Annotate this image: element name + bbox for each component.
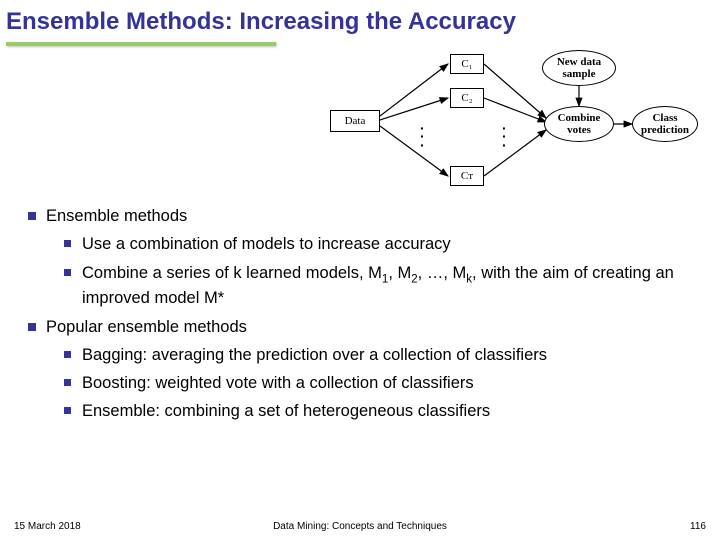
bullet-text: Popular ensemble methods	[46, 318, 247, 336]
diagram-c1-box: C₁	[450, 54, 484, 74]
title-underline	[6, 42, 276, 46]
bullet-icon	[28, 323, 36, 331]
bullet-text: Combine a series of k learned models, M1…	[82, 264, 674, 308]
bullet-ensemble-methods: Ensemble methods	[20, 205, 700, 227]
bullet-ensemble: Ensemble: combining a set of heterogeneo…	[20, 400, 700, 422]
diagram-dots-right: ···	[502, 124, 507, 149]
footer: 15 March 2018 Data Mining: Concepts and …	[0, 521, 720, 532]
bullet-boosting: Boosting: weighted vote with a collectio…	[20, 372, 700, 394]
content-area: Ensemble methods Use a combination of mo…	[20, 205, 700, 429]
bullet-text: Boosting: weighted vote with a collectio…	[82, 374, 474, 392]
slide-title: Ensemble Methods: Increasing the Accurac…	[0, 0, 720, 36]
bullet-text: Ensemble: combining a set of heterogeneo…	[82, 402, 490, 420]
bullet-icon	[28, 212, 36, 220]
bullet-icon	[64, 351, 71, 358]
bullet-icon	[64, 269, 71, 276]
bullet-icon	[64, 379, 71, 386]
diagram-prediction-oval: Class prediction	[632, 106, 698, 142]
bullet-text: Use a combination of models to increase …	[82, 235, 451, 253]
diagram-data-box: Data	[330, 110, 380, 132]
footer-center: Data Mining: Concepts and Techniques	[273, 521, 447, 532]
bullet-text: Bagging: averaging the prediction over a…	[82, 346, 547, 364]
footer-date: 15 March 2018	[14, 521, 81, 532]
diagram-new-sample-oval: New data sample	[542, 50, 616, 86]
bullet-icon	[64, 240, 71, 247]
diagram-dots-left: ···	[420, 124, 425, 149]
diagram-combine-oval: Combine votes	[544, 106, 614, 142]
diagram-c2-box: C₂	[450, 88, 484, 108]
footer-page: 116	[690, 521, 706, 532]
bullet-combine-series: Combine a series of k learned models, M1…	[20, 262, 700, 310]
diagram-ct-box: Cᴛ	[450, 166, 484, 186]
bullet-icon	[64, 407, 71, 414]
bullet-use-combination: Use a combination of models to increase …	[20, 233, 700, 255]
bullet-popular-methods: Popular ensemble methods	[20, 316, 700, 338]
ensemble-diagram: Data C₁ C₂ Cᴛ ··· ··· New data sample Co…	[330, 48, 700, 198]
bullet-text: Ensemble methods	[46, 207, 187, 225]
bullet-bagging: Bagging: averaging the prediction over a…	[20, 344, 700, 366]
